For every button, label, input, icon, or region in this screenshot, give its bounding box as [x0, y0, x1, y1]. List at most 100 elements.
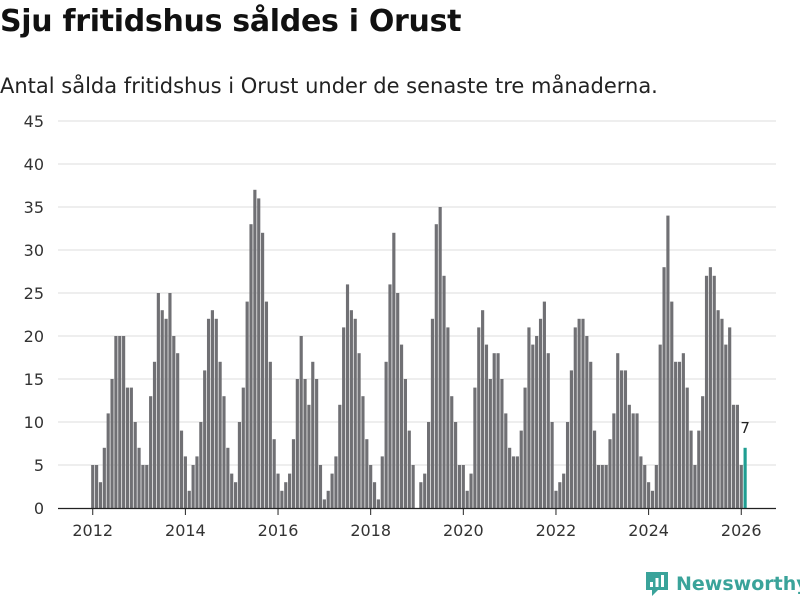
bar	[701, 396, 705, 508]
bar	[538, 318, 543, 508]
bar	[311, 361, 315, 508]
bar	[523, 387, 527, 508]
bar	[376, 499, 380, 508]
bar	[264, 301, 269, 508]
bar	[670, 301, 674, 508]
bar	[372, 482, 377, 508]
bar	[423, 473, 427, 508]
bar	[380, 456, 384, 508]
bar	[253, 189, 257, 509]
x-tick-label: 2014	[165, 521, 206, 540]
bar	[214, 318, 218, 508]
bar	[353, 318, 357, 508]
bar	[481, 310, 485, 508]
bar	[288, 473, 292, 508]
bar	[728, 327, 732, 508]
bar	[450, 396, 454, 508]
bar	[114, 336, 118, 508]
bar	[592, 430, 597, 508]
bar	[334, 456, 338, 508]
bar	[535, 336, 539, 508]
bar	[110, 379, 114, 508]
bar	[565, 422, 570, 508]
bar	[457, 465, 462, 508]
bar	[322, 499, 326, 508]
x-tick-label: 2024	[628, 521, 669, 540]
bar	[407, 430, 411, 508]
bar	[666, 215, 670, 508]
bar	[620, 370, 624, 508]
bar	[222, 396, 226, 508]
bar	[141, 465, 145, 508]
y-tick-label: 35	[24, 198, 44, 217]
bar	[318, 465, 323, 508]
bar	[731, 404, 736, 508]
bar	[125, 387, 130, 508]
bar	[577, 318, 581, 508]
bar	[674, 361, 678, 508]
bar	[272, 439, 276, 508]
bar	[164, 318, 168, 508]
bar	[604, 465, 608, 508]
x-axis-ticks: 2012 2014 2016 2018 2020 2022 2024 2026	[72, 508, 762, 540]
bar	[191, 465, 195, 508]
bar	[349, 310, 353, 508]
bar	[573, 327, 577, 508]
y-tick-label: 10	[24, 413, 44, 432]
bar	[102, 447, 106, 508]
bars	[91, 189, 747, 509]
bar	[149, 396, 153, 508]
bar	[527, 327, 531, 508]
y-tick-label: 30	[24, 241, 44, 260]
bar	[508, 447, 512, 508]
bar	[465, 490, 469, 508]
bar	[295, 379, 299, 508]
bar	[326, 490, 330, 508]
bar	[704, 275, 709, 508]
bar	[616, 353, 620, 508]
bar	[531, 344, 535, 508]
bar	[237, 422, 242, 508]
bar	[662, 267, 666, 508]
bar	[396, 293, 400, 508]
bar	[596, 465, 601, 508]
bar	[133, 422, 137, 508]
bar	[546, 353, 550, 508]
bar	[307, 404, 311, 508]
bar	[569, 370, 573, 508]
bar	[106, 413, 110, 508]
x-tick-label: 2022	[536, 521, 577, 540]
bar	[403, 379, 407, 508]
newsworthy-logo: Newsworthy	[644, 569, 800, 599]
bar	[647, 482, 651, 508]
bar	[230, 473, 234, 508]
bar	[210, 310, 214, 508]
x-tick-label: 2016	[258, 521, 299, 540]
bar	[635, 413, 639, 508]
bar	[658, 344, 662, 508]
bar	[589, 361, 593, 508]
bar	[735, 404, 739, 508]
bar	[631, 413, 635, 508]
grid-lines	[58, 120, 776, 466]
y-axis-ticks: 0 5 10 15 20 25 30 35 40 45	[24, 112, 44, 518]
bar	[206, 318, 211, 508]
bar	[399, 344, 404, 508]
bar	[330, 473, 334, 508]
x-tick-label: 2026	[721, 521, 762, 540]
bar	[677, 361, 682, 508]
bar	[183, 456, 187, 508]
bar	[218, 361, 222, 508]
bar	[241, 387, 245, 508]
bar	[639, 456, 643, 508]
bar	[342, 327, 346, 508]
bar	[199, 422, 203, 508]
bar	[345, 284, 350, 508]
bar	[156, 293, 160, 508]
bar	[720, 318, 724, 508]
bar	[392, 232, 396, 509]
bar	[152, 361, 157, 508]
bar	[454, 422, 458, 508]
bar	[357, 353, 361, 508]
bar	[91, 465, 95, 508]
